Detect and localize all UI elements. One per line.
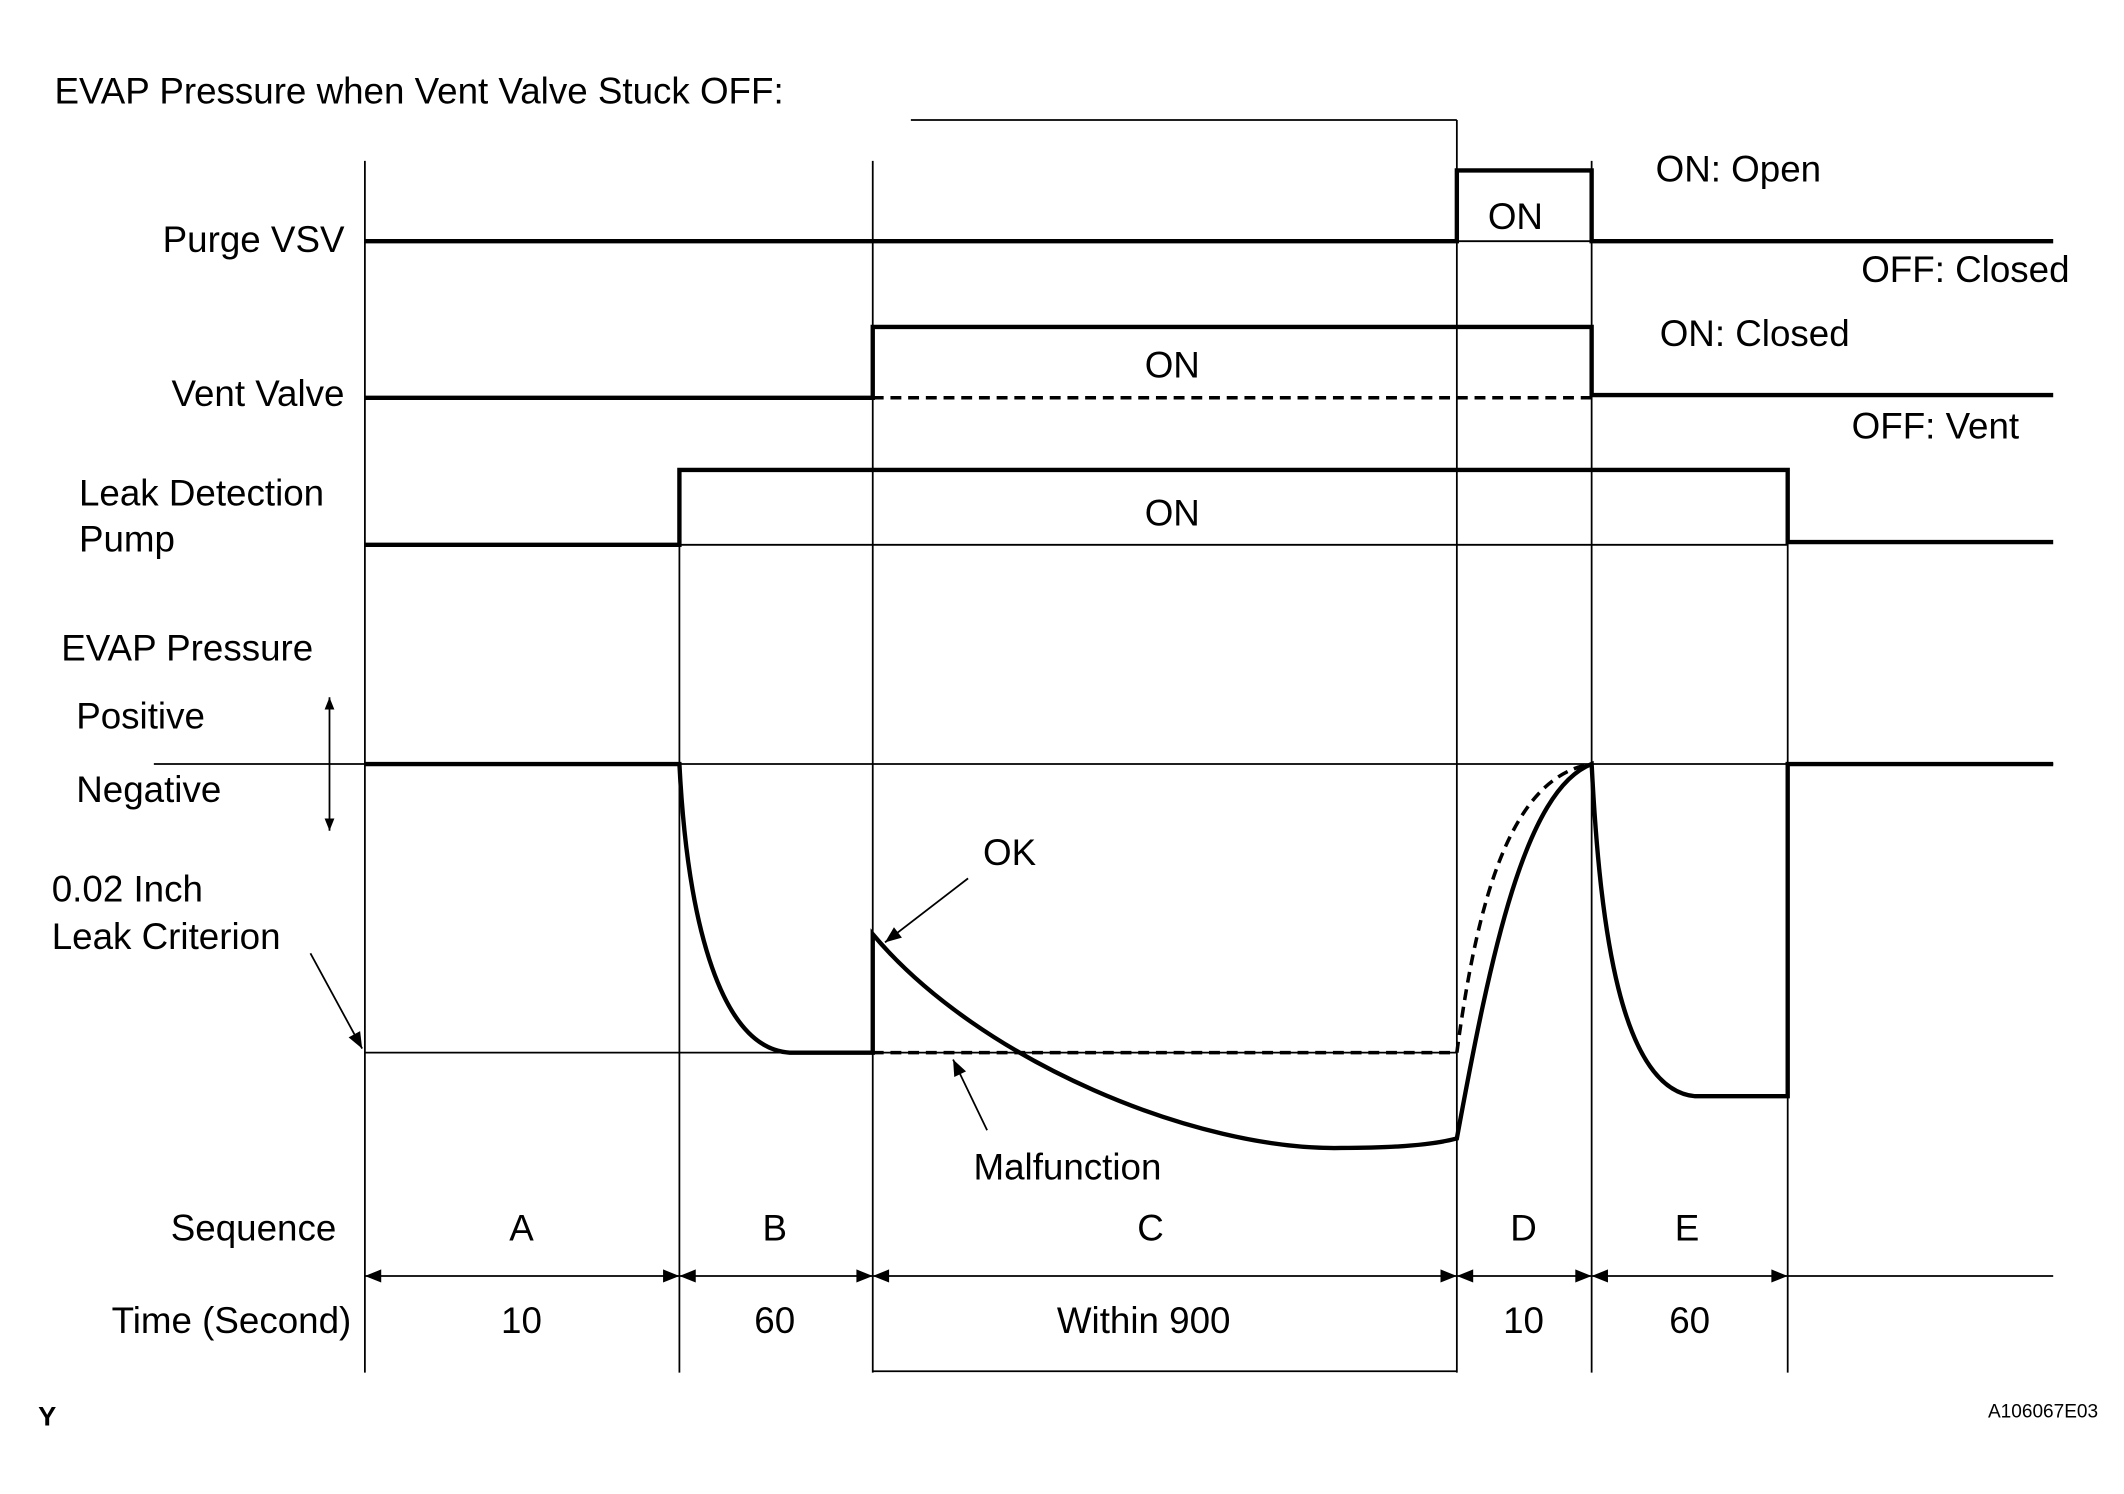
- signal-label: Vent Valve: [171, 373, 344, 414]
- on-state: ON: Closed: [1660, 313, 1850, 354]
- purge-vsv-trace: [364, 168, 2054, 244]
- signal-label: Leak Detection: [79, 472, 324, 513]
- vent-valve-trace: [364, 324, 2054, 400]
- phase-time: 10: [1503, 1300, 1544, 1341]
- phase-time: Within 900: [1057, 1300, 1231, 1341]
- pressure-trace: [153, 760, 2054, 1151]
- sequence-label: Sequence: [171, 1208, 337, 1249]
- phase-name: D: [1510, 1208, 1537, 1249]
- pump-trace: [364, 467, 2054, 547]
- title: EVAP Pressure when Vent Valve Stuck OFF:: [54, 71, 783, 112]
- on-state: ON: Open: [1656, 148, 1821, 189]
- phase-time: 60: [754, 1300, 795, 1341]
- corner-mark: Y: [38, 1401, 56, 1432]
- positive-label: Positive: [76, 696, 205, 737]
- criterion-label: 0.02 Inch: [52, 869, 203, 910]
- phase-name: E: [1675, 1208, 1700, 1249]
- on-label: ON: [1145, 344, 1200, 385]
- phase-time: 60: [1669, 1300, 1710, 1341]
- phase-name: C: [1137, 1208, 1164, 1249]
- on-label: ON: [1488, 196, 1543, 237]
- signal-label: Pump: [79, 519, 175, 560]
- figure-id: A106067E03: [1988, 1402, 2098, 1423]
- malfunction-label: Malfunction: [974, 1146, 1162, 1187]
- criterion-label: Leak Criterion: [52, 916, 281, 957]
- off-state: OFF: Closed: [1861, 249, 2069, 290]
- signal-label: Purge VSV: [163, 219, 345, 260]
- time-label: Time (Second): [112, 1300, 352, 1341]
- ok-label: OK: [983, 832, 1037, 873]
- off-state: OFF: Vent: [1852, 406, 2019, 447]
- phase-name: A: [509, 1208, 534, 1249]
- pressure-label: EVAP Pressure: [61, 628, 313, 669]
- negative-label: Negative: [76, 769, 221, 810]
- arrows: [309, 697, 2054, 1283]
- phase-time: 10: [501, 1300, 542, 1341]
- phase-name: B: [762, 1208, 787, 1249]
- on-label: ON: [1145, 493, 1200, 534]
